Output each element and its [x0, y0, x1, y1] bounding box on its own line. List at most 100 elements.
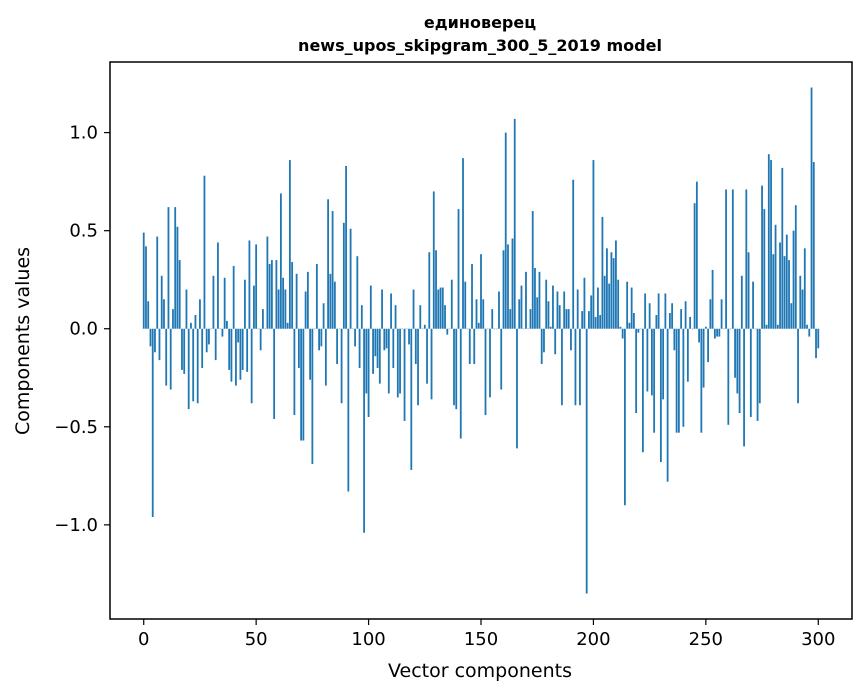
bar-199 — [590, 295, 593, 329]
bar-25 — [199, 299, 201, 329]
bar-53 — [262, 309, 264, 329]
bar-203 — [599, 315, 602, 329]
bar-100 — [367, 328, 370, 417]
bar-60 — [277, 289, 280, 329]
bar-195 — [581, 311, 584, 329]
bar-40 — [232, 265, 235, 329]
bar-190 — [570, 328, 572, 351]
bar-140 — [457, 209, 460, 329]
bar-63 — [284, 289, 287, 329]
bar-295 — [806, 324, 808, 329]
bar-7 — [158, 328, 161, 361]
bar-293 — [801, 289, 804, 329]
bar-241 — [684, 301, 687, 329]
bar-264 — [736, 328, 739, 394]
bar-37 — [226, 320, 228, 329]
bar-292 — [799, 275, 802, 329]
bar-275 — [761, 185, 763, 329]
bar-267 — [743, 328, 745, 447]
y-axis-ticks: −1.0 −0.5 0.0 0.5 1.0 — [54, 123, 110, 536]
bar-106 — [381, 289, 383, 329]
bar-32 — [214, 328, 217, 361]
bar-148 — [475, 299, 478, 329]
bar-114 — [399, 328, 401, 394]
bar-79 — [320, 328, 323, 347]
bar-56 — [268, 264, 271, 329]
bar-94 — [354, 328, 356, 347]
bar-294 — [803, 248, 806, 329]
bar-168 — [520, 285, 523, 329]
bar-130 — [435, 250, 437, 329]
bar-229 — [657, 293, 660, 329]
bar-10 — [165, 328, 168, 386]
bar-96 — [358, 328, 361, 368]
bar-131 — [437, 289, 440, 329]
bar-78 — [318, 328, 321, 351]
bar-118 — [408, 328, 410, 345]
bar-247 — [698, 328, 700, 343]
bar-200 — [592, 160, 595, 329]
bar-226 — [650, 328, 653, 396]
bar-75 — [311, 328, 314, 465]
bar-273 — [756, 328, 759, 421]
bar-41 — [235, 328, 237, 386]
bar-146 — [471, 264, 473, 329]
bar-252 — [709, 299, 712, 329]
bar-236 — [673, 328, 676, 351]
bar-61 — [279, 193, 282, 329]
bar-0 — [142, 232, 145, 329]
bar-50 — [255, 244, 258, 329]
x-axis-label: Vector components — [388, 660, 572, 682]
bar-184 — [556, 291, 559, 329]
bar-259 — [725, 189, 727, 329]
bar-126 — [426, 328, 428, 384]
bar-21 — [190, 322, 192, 329]
bar-19 — [185, 289, 188, 329]
bar-248 — [700, 328, 703, 433]
bars-group — [142, 87, 820, 594]
bar-97 — [360, 305, 363, 329]
bar-142 — [462, 158, 464, 329]
bar-216 — [628, 322, 631, 329]
bar-210 — [615, 240, 617, 329]
bar-300 — [817, 328, 820, 349]
bar-129 — [432, 191, 435, 329]
bar-22 — [192, 328, 195, 402]
bar-57 — [270, 260, 273, 329]
bar-98 — [363, 328, 365, 533]
bar-182 — [552, 285, 554, 329]
bar-70 — [300, 328, 303, 441]
bar-112 — [394, 305, 397, 329]
bar-260 — [727, 328, 730, 425]
bar-181 — [549, 326, 552, 329]
bar-179 — [545, 279, 548, 329]
bar-280 — [772, 254, 775, 329]
bar-159 — [500, 328, 503, 390]
bar-177 — [540, 328, 543, 365]
bar-83 — [329, 273, 332, 329]
bar-174 — [534, 267, 536, 329]
bar-132 — [439, 287, 442, 329]
bar-116 — [403, 328, 406, 421]
chart-title-line-2: news_upos_skipgram_300_5_2019 model — [298, 36, 662, 55]
bar-166 — [516, 328, 518, 449]
bar-108 — [385, 328, 388, 349]
bar-207 — [608, 283, 611, 329]
bar-227 — [653, 328, 656, 433]
bar-225 — [648, 303, 651, 329]
bar-77 — [315, 264, 318, 329]
bar-239 — [680, 309, 683, 329]
bar-185 — [558, 305, 561, 329]
bar-213 — [621, 328, 624, 339]
bar-238 — [677, 328, 680, 433]
bar-191 — [572, 179, 575, 329]
bar-55 — [266, 236, 269, 329]
bar-65 — [288, 160, 291, 329]
bar-72 — [304, 291, 307, 329]
bar-85 — [333, 281, 336, 329]
bar-250 — [704, 326, 707, 329]
bar-27 — [203, 175, 206, 329]
bar-161 — [504, 132, 507, 329]
bar-285 — [783, 256, 786, 329]
